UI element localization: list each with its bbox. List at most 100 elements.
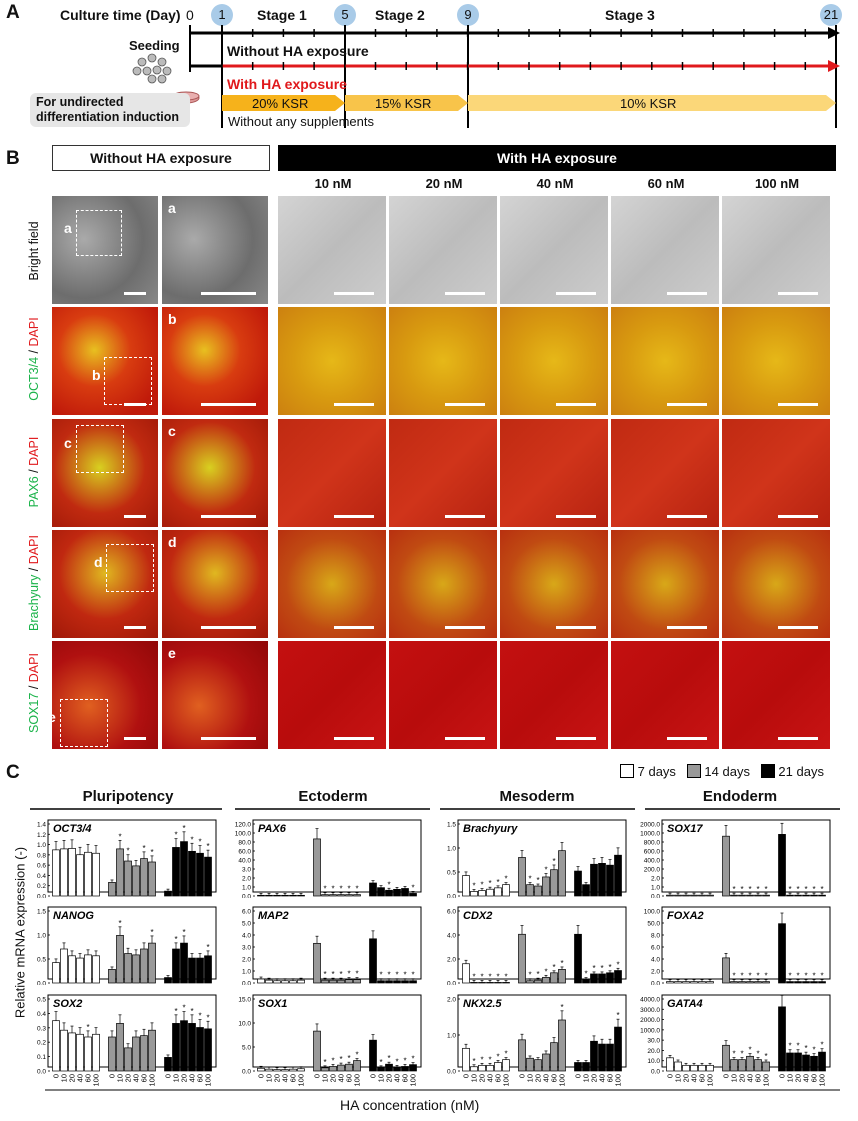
bar [730,894,738,897]
y-tick-label: 100.0 [235,831,252,838]
bar [690,894,698,897]
y-tick-label: 4.0 [242,933,251,940]
bar [730,981,738,984]
bar [52,962,60,984]
bar [542,876,550,897]
bar-chart-oct34: 0.0 0.2 0.4 0.6 0.8 1.0 1.2 1.4 OCT3/4 * * * * * * * * * [37,819,217,898]
bar [92,1033,100,1072]
bar [204,1028,212,1072]
bar [810,1055,818,1072]
gene-label: SOX17 [667,823,703,835]
significance-star: * [504,875,507,884]
y-tick-label: 1.0 [37,842,46,849]
significance-star: * [804,972,807,981]
inset-letter: c [64,435,72,451]
bar [738,981,746,984]
bar [124,1047,132,1072]
bar [526,1057,534,1072]
y-tick-label: 1.5 [37,909,46,916]
plot-frame [252,819,422,893]
micrograph-r1-c4 [389,196,497,304]
significance-star: * [528,875,531,884]
bar [614,854,622,897]
x-tick-label: 10 [321,1074,330,1082]
bar [353,894,361,897]
bar [558,1019,566,1072]
scale-bar [445,292,485,295]
bar [68,1032,76,1072]
y-tick-label: 3.0 [242,945,251,952]
significance-star: * [174,935,177,944]
x-tick-label: 60 [196,1074,205,1082]
significance-star: * [480,1055,483,1064]
bar [502,1059,510,1072]
micrograph-r2-c6 [611,307,719,415]
bar [140,1035,148,1072]
y-tick-label: 200.0 [644,867,661,874]
conc-10-label: 10 nM [314,176,352,191]
bar [369,882,377,897]
inset-region-box [106,544,154,592]
significance-star: * [347,885,350,894]
bar [746,981,754,984]
micrograph-r1-c3 [278,196,386,304]
significance-star: * [182,824,185,833]
bar [786,1052,794,1072]
significance-star: * [536,970,539,979]
y-tick-label: 1.2 [37,832,46,839]
y-tick-label: 6.0 [447,909,456,916]
significance-star: * [150,928,153,937]
plot-frame [661,906,831,980]
bar [674,894,682,897]
y-tick-label: 0.0 [651,1069,660,1076]
gene-label: OCT3/4 [53,823,92,835]
y-tick-label: 1.5 [447,822,456,829]
y-tick-label: 400.0 [644,858,661,865]
micrograph-r4-c1 [52,530,158,638]
y-tick-label: 6.0 [651,945,660,952]
plot-frame [47,906,217,980]
y-tick-label: 600.0 [644,849,661,856]
significance-star: * [756,885,759,894]
x-tick-label: 20 [68,1074,77,1082]
inset-letter: e [168,645,176,661]
bar [265,1068,273,1072]
significance-star: * [323,970,326,979]
scale-bar [334,515,374,518]
bar [746,894,754,897]
inset-letter: d [168,534,177,550]
micrograph-r2-c4 [389,307,497,415]
inset-region-box [76,210,122,256]
bar [385,980,393,984]
bar [84,1036,92,1072]
panel-b-letter: B [6,148,20,169]
significance-star: * [732,972,735,981]
bar [108,1036,116,1072]
bar [188,957,196,984]
x-tick-label: 40 [393,1074,402,1082]
y-tick-label: 0.0 [242,1069,251,1076]
seeding-label: Seeding [129,38,180,53]
bar [204,856,212,897]
bar [606,972,614,984]
bar-chart-nkx25: 0.01.02.0 NKX2.50*10*20*40*60*100 0 10 20 40 6… [447,994,627,1087]
significance-star: * [788,972,791,981]
micrograph-r3-c7 [722,419,830,527]
x-tick-label: 100 [502,1074,511,1087]
bar [92,852,100,897]
bar [706,894,714,897]
significance-star: * [732,1050,735,1059]
scale-bar [778,403,818,406]
y-tick-label: 0.3 [37,1025,46,1032]
x-tick-label: 10 [526,1074,535,1082]
bar [108,969,116,984]
without-ha-timeline-label: Without HA exposure [227,43,369,59]
y-tick-label: 8.0 [651,933,660,940]
significance-star: * [118,919,121,928]
micrograph-r1-c2 [162,196,268,304]
significance-star: * [592,964,595,973]
legend-swatch-7d [620,764,634,778]
y-tick-label: 100.0 [644,909,661,916]
significance-star: * [748,1046,751,1055]
y-tick-label: 10.0 [647,1058,660,1065]
